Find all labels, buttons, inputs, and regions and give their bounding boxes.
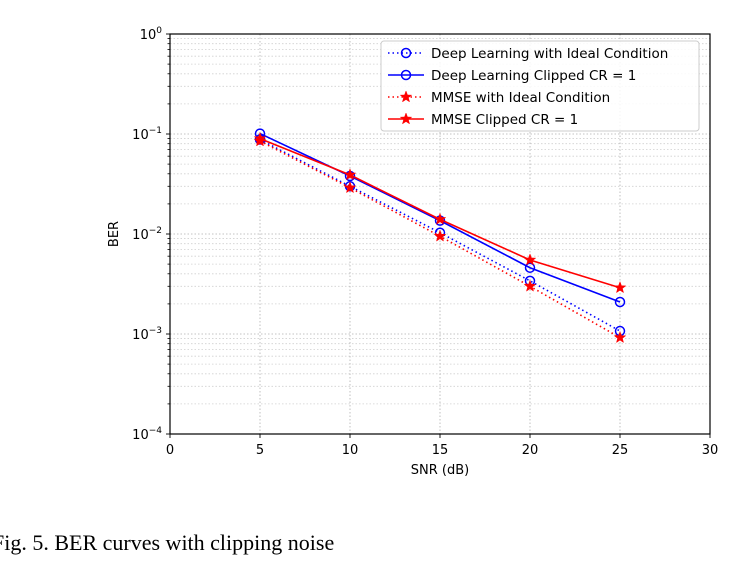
x-tick-label: 5: [256, 443, 264, 458]
legend-entry: MMSE Clipped CR = 1: [388, 112, 578, 128]
ber-chart: 100 10−1 10−2 10−3 10−4 0 5 10 15 20 25 30 SNR (dB)…: [107, 26, 719, 478]
figure-caption: Fig. 5. BER curves with clipping noise: [0, 530, 335, 555]
y-tick-label: 100: [140, 26, 163, 43]
y-tick-label: 10−2: [132, 226, 162, 243]
legend-entry: Deep Learning with Ideal Condition: [388, 46, 668, 62]
data-point: [400, 47, 412, 59]
data-point: [523, 279, 537, 292]
data-point: [433, 229, 447, 242]
legend-label: Deep Learning with Ideal Condition: [431, 46, 668, 62]
x-tick-label: 30: [702, 443, 719, 458]
x-axis-label: SNR (dB): [411, 463, 469, 478]
data-point: [613, 281, 627, 294]
x-tick-label: 0: [166, 443, 174, 458]
y-axis-label: BER: [107, 221, 122, 247]
data-point: [399, 90, 413, 103]
y-tick-label: 10−4: [132, 426, 162, 443]
x-tick-label: 25: [612, 443, 629, 458]
x-tick-label: 10: [342, 443, 359, 458]
data-point: [400, 69, 412, 81]
data-point: [433, 212, 447, 225]
legend-label: MMSE with Ideal Condition: [431, 90, 610, 106]
axis-ticks: 100 10−1 10−2 10−3 10−4 0 5 10 15 20 25 30: [132, 26, 718, 458]
data-point: [399, 112, 413, 125]
legend-box: [380, 40, 700, 132]
data-point: [343, 168, 357, 181]
data-point: [523, 253, 537, 266]
data-point: [524, 262, 536, 273]
legend-label: Deep Learning Clipped CR = 1: [431, 68, 636, 84]
y-tick-label: 10−3: [132, 326, 162, 343]
legend: Deep Learning with Ideal Condition Deep L…: [380, 40, 700, 132]
data-point: [613, 330, 627, 344]
series-layer: [253, 128, 627, 344]
series-mmse-clipped-cr-1: [253, 131, 627, 294]
legend-entry: Deep Learning Clipped CR = 1: [388, 68, 636, 84]
plot-frame: [169, 33, 711, 435]
x-tick-label: 20: [522, 443, 539, 458]
legend-entry: MMSE with Ideal Condition: [388, 90, 610, 106]
x-tick-label: 15: [432, 443, 449, 458]
data-point: [253, 131, 267, 145]
data-point: [343, 181, 357, 194]
data-point: [614, 296, 626, 308]
legend-label: MMSE Clipped CR = 1: [431, 112, 578, 128]
y-tick-label: 10−1: [132, 126, 162, 143]
